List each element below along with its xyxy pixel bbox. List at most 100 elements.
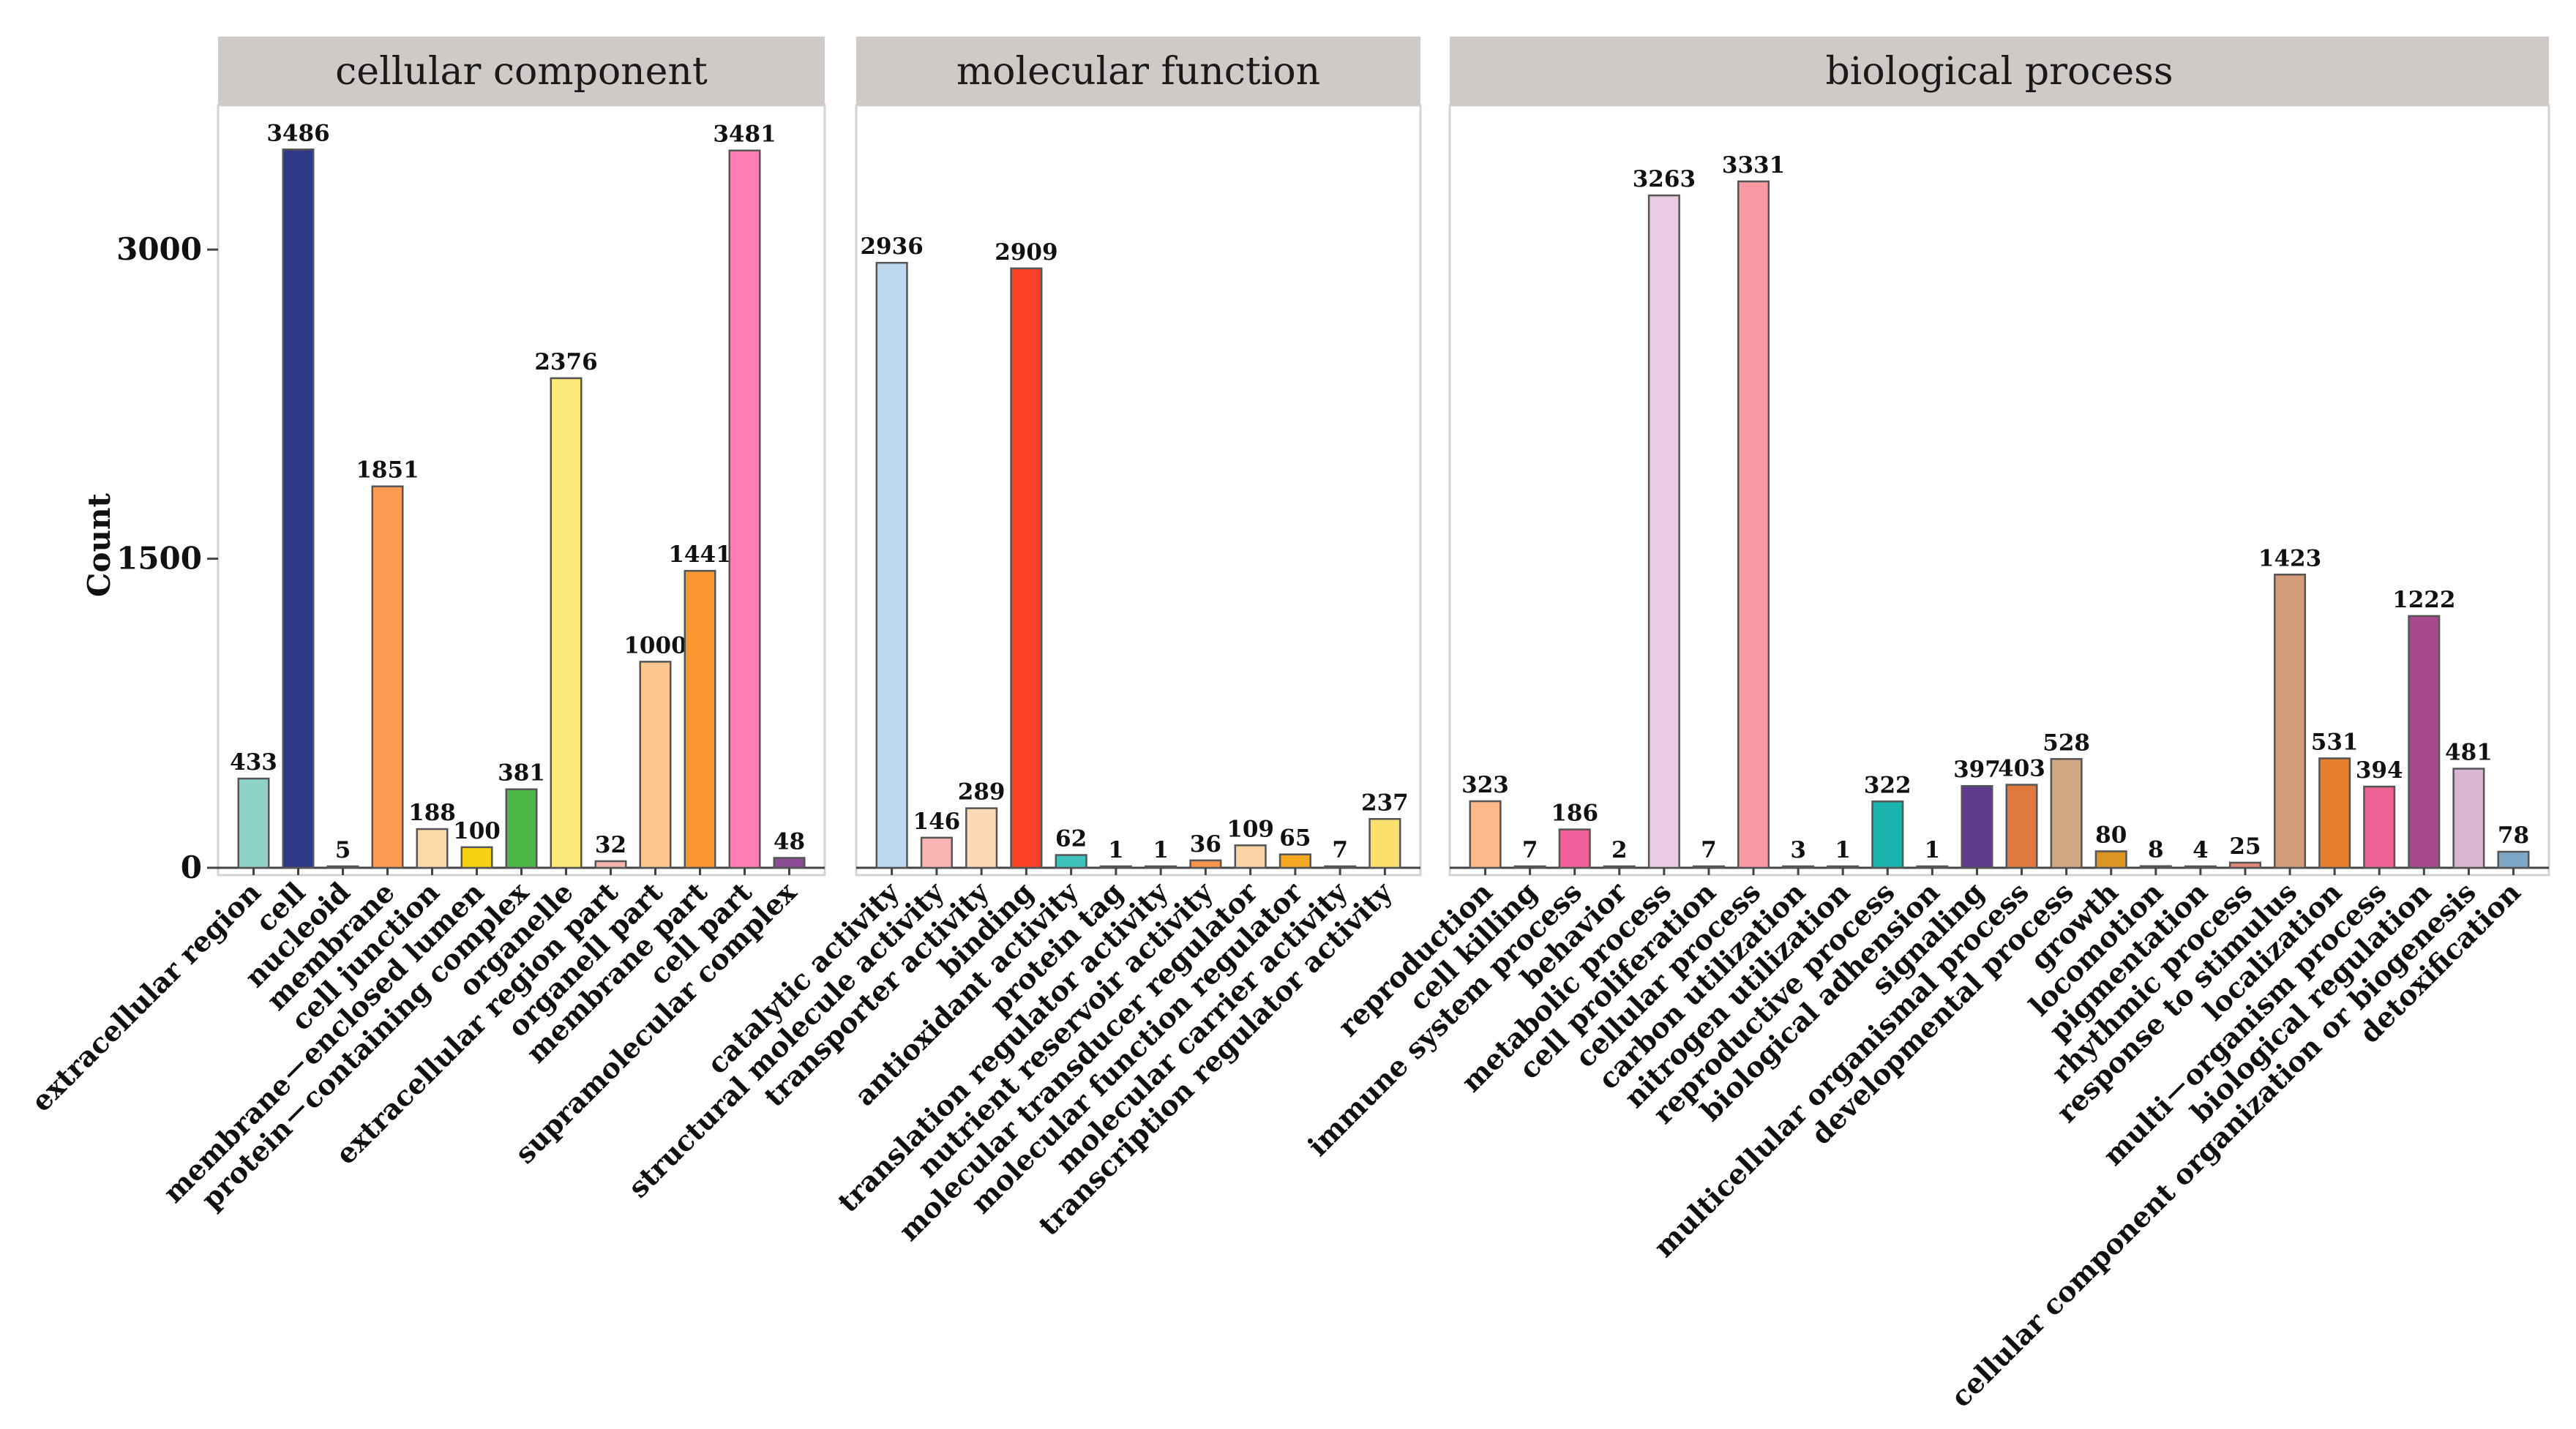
bar-signaling (1961, 784, 1993, 869)
value-label-reproductive-process: 322 (1864, 772, 1912, 798)
value-label-protein-containing-complex: 381 (498, 760, 545, 787)
value-label-membrane: 1851 (356, 457, 419, 484)
value-label-membrane-enclosed-lumen: 100 (453, 818, 501, 844)
bar-protein-containing-complex (505, 788, 538, 869)
bar-nitrogen-utilization (1827, 865, 1860, 869)
bar-behavior (1603, 865, 1636, 869)
value-label-structural-molecule-activity: 146 (913, 809, 961, 835)
y-tick-label-1500: 1500 (116, 541, 202, 577)
bar-cell-part (728, 149, 761, 869)
facet-strip (218, 37, 825, 105)
bar-nucleoid (326, 865, 359, 869)
bar-growth (2094, 850, 2127, 869)
bar-immune-system-process (1558, 828, 1591, 869)
value-label-nutrient-reservoir-activity: 36 (1190, 831, 1221, 858)
bar-protein-tag (1099, 865, 1132, 869)
value-label-localization: 531 (2311, 729, 2359, 755)
value-label-response-to-stimulus: 1423 (2258, 545, 2321, 571)
bar-supramolecular-complex (773, 857, 806, 869)
value-label-biological-regulation: 1222 (2392, 587, 2455, 613)
value-label-signaling: 397 (1953, 757, 2001, 783)
bar-transcription-regulator-activity (1368, 818, 1401, 869)
value-label-nitrogen-utilization: 1 (1835, 837, 1851, 863)
bar-nutrient-reservoir-activity (1189, 859, 1222, 869)
value-label-multi-organism-process: 394 (2356, 757, 2403, 784)
panel-frame (217, 104, 826, 877)
value-label-cellular-component-organization-or-biogenesis: 481 (2445, 740, 2493, 766)
bar-cell-junction (416, 828, 449, 869)
value-label-molecular-transducer-regulator: 109 (1227, 816, 1274, 842)
value-label-cell-junction: 188 (408, 800, 456, 826)
bar-cell-proliferation (1692, 865, 1725, 869)
bar-reproductive-process (1871, 800, 1904, 869)
value-label-pigmentation: 4 (2193, 837, 2209, 863)
value-label-nucleoid: 5 (335, 837, 351, 863)
bar-carbon-utilization (1782, 865, 1815, 869)
bar-developmental-process (2050, 758, 2083, 869)
bar-pigmentation (2184, 865, 2217, 869)
bar-detoxification (2497, 850, 2530, 869)
facet-strip (1450, 37, 2549, 105)
bar-organelle (550, 377, 583, 869)
y-tick-label-0: 0 (181, 849, 202, 885)
panel-cellular-component: cellular component 433 extracellular regio… (25, 37, 826, 1215)
bar-molecular-transducer-regulator (1234, 844, 1267, 869)
bar-response-to-stimulus (2274, 574, 2307, 869)
panel-frame (855, 104, 1422, 877)
bar-localization (2318, 757, 2351, 869)
value-label-transcription-regulator-activity: 237 (1361, 789, 1409, 816)
value-label-molecular-function-regulator: 65 (1279, 825, 1311, 852)
bar-cellular-component-organization-or-biogenesis (2452, 768, 2485, 869)
bar-antioxidant-activity (1055, 854, 1087, 869)
value-label-cellular-process: 3331 (1722, 152, 1785, 179)
panel-frame (1448, 104, 2550, 877)
value-label-growth: 80 (2095, 822, 2127, 848)
value-label-immune-system-process: 186 (1551, 800, 1598, 827)
value-label-supramolecular-complex: 48 (774, 828, 805, 855)
value-label-developmental-process: 528 (2043, 729, 2090, 756)
value-label-organelle: 2376 (534, 349, 597, 375)
bar-molecular-function-regulator (1278, 853, 1311, 869)
value-label-carbon-utilization: 3 (1790, 837, 1806, 863)
value-label-extracellular-region: 433 (230, 749, 277, 776)
y-tick-label-3000: 3000 (116, 231, 202, 267)
bar-organell-part (639, 661, 672, 869)
value-label-organell-part: 1000 (624, 632, 686, 659)
bar-multi-organism-process (2363, 785, 2396, 869)
bar-biological-regulation (2408, 615, 2441, 869)
bar-extracellular-region (237, 777, 270, 869)
bar-biological-adhension (1916, 865, 1949, 869)
value-label-cell-killing: 7 (1522, 837, 1538, 863)
bar-multicellular-organismal-process (2005, 784, 2038, 869)
bar-locomotion (2139, 865, 2172, 869)
facet-strip-title: molecular function (956, 50, 1320, 94)
value-label-locomotion: 8 (2148, 837, 2164, 863)
value-label-multicellular-organismal-process: 403 (1998, 756, 2045, 782)
bar-structural-molecule-activity (920, 836, 953, 869)
bar-extracellular-region-part (594, 860, 627, 869)
value-label-detoxification: 78 (2498, 822, 2529, 849)
bar-molecular-carrier-activity (1324, 865, 1357, 869)
facet-strip-title: biological process (1825, 50, 2173, 94)
bar-transporter-activity (965, 807, 998, 869)
value-label-binding: 2909 (995, 239, 1057, 266)
bar-catalytic-activity (875, 261, 908, 869)
bar-rhythmic-process (2228, 861, 2261, 869)
category-label-extracellular-region: extracellular region (25, 876, 267, 1118)
y-axis-label: Count (81, 492, 117, 597)
facet-strip (856, 37, 1420, 105)
bar-cell (282, 149, 315, 869)
value-label-extracellular-region-part: 32 (595, 832, 626, 858)
facet-strip-title: cellular component (335, 50, 708, 94)
bar-metabolic-process (1647, 194, 1680, 869)
value-label-protein-tag: 1 (1108, 837, 1124, 863)
bar-cellular-process (1737, 180, 1770, 869)
value-label-membrane-part: 1441 (668, 541, 731, 568)
bar-membrane-enclosed-lumen (460, 846, 493, 869)
bar-translation-regulator-activity (1145, 865, 1177, 869)
value-label-cell: 3486 (266, 120, 329, 146)
value-label-behavior: 2 (1611, 837, 1628, 863)
bar-membrane-part (684, 569, 716, 869)
value-label-biological-adhension: 1 (1925, 837, 1941, 863)
